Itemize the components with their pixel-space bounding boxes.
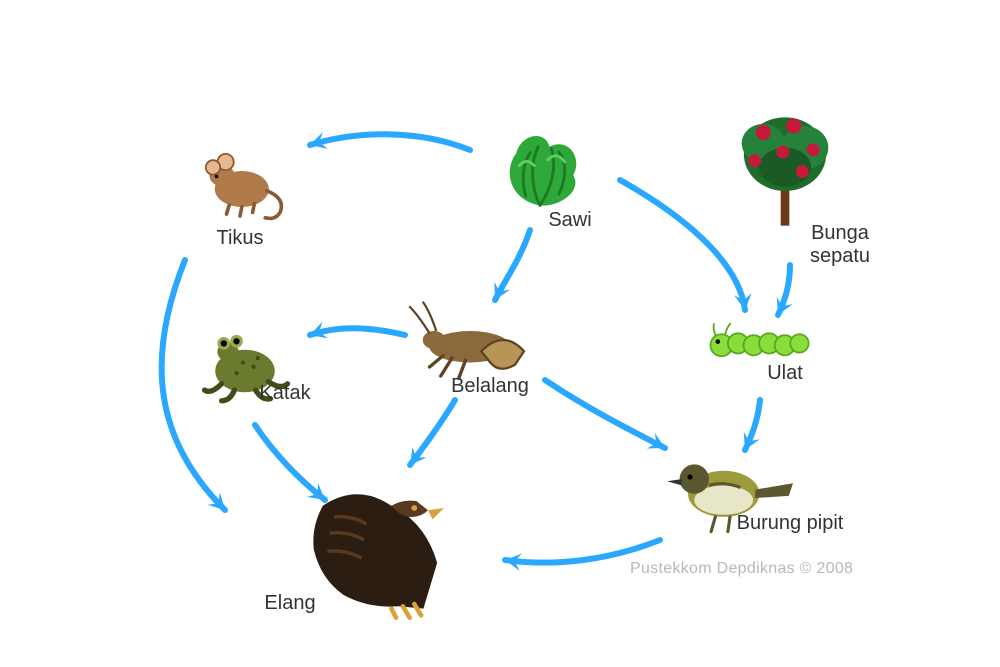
- node-sawi: Sawi: [470, 120, 610, 240]
- flowerbush-icon: [710, 100, 860, 230]
- credit-text: Pustekkom Depdiknas © 2008: [630, 560, 853, 578]
- arrowhead-sawi-ulat: [734, 293, 754, 311]
- node-tikus: Tikus: [175, 135, 305, 250]
- cabbage-icon: [470, 120, 610, 215]
- grasshopper-icon: [395, 295, 545, 385]
- mouse-icon: [175, 135, 305, 225]
- arrowhead-belalang-katak: [307, 322, 328, 344]
- edge-sawi-belalang: [495, 230, 530, 300]
- node-ulat: Ulat: [700, 315, 820, 395]
- arrowhead-pipit-elang: [504, 551, 522, 571]
- arrowhead-tikus-elang: [207, 492, 231, 516]
- edge-sawi-tikus: [310, 134, 470, 150]
- node-katak: Katak: [185, 320, 305, 430]
- node-bunga: Bunga sepatu: [710, 100, 860, 278]
- node-label: Bunga sepatu: [765, 222, 915, 268]
- food-web-diagram: Tikus Sawi: [0, 0, 1000, 667]
- node-label: Belalang: [415, 375, 565, 398]
- node-label: Ulat: [725, 362, 845, 385]
- arrowhead-sawi-tikus: [307, 132, 327, 153]
- edge-belalang-katak: [310, 328, 405, 335]
- node-elang: Elang: [265, 460, 495, 645]
- node-label: Elang: [175, 592, 405, 615]
- node-pipit: Burung pipit: [640, 435, 820, 565]
- node-label: Sawi: [500, 209, 640, 232]
- node-label: Katak: [225, 382, 345, 405]
- node-belalang: Belalang: [395, 295, 545, 410]
- node-label: Tikus: [175, 227, 305, 250]
- node-label: Burung pipit: [700, 512, 880, 535]
